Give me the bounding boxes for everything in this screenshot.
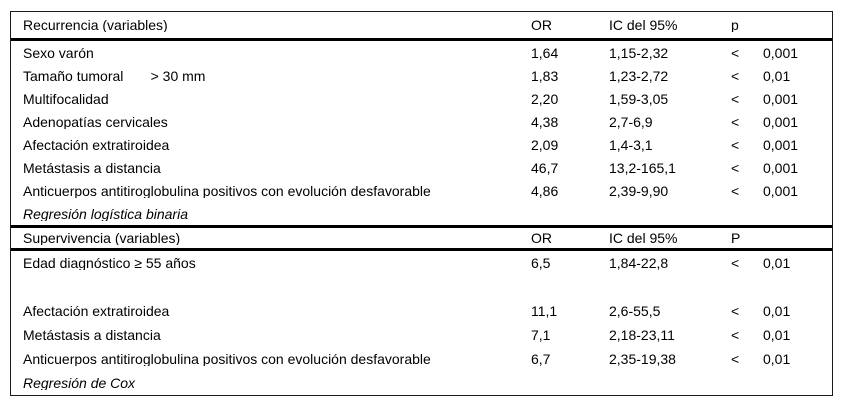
or-cell: 46,7 [531, 160, 559, 175]
column-header-or: OR [531, 231, 552, 245]
less-than-cell: < [731, 256, 740, 270]
or-cell: 7,1 [531, 328, 551, 342]
ci-cell: 1,59-3,05 [609, 91, 669, 106]
p-value-cell: 0,001 [763, 183, 799, 198]
less-than-cell: < [731, 68, 740, 83]
ci-cell: 13,2-165,1 [609, 160, 676, 175]
section-header-row: Supervivencia (variables) OR IC del 95% … [11, 225, 832, 251]
less-than-cell: < [731, 183, 740, 198]
or-cell: 4,38 [531, 114, 559, 129]
table-row: Adenopatías cervicales 4,38 2,7-6,9 < 0,… [11, 110, 832, 133]
table-row: Afectación extratiroidea 11,1 2,6-55,5 <… [11, 299, 832, 323]
row-label-cell: Afectación extratiroidea [23, 304, 170, 318]
ci-cell: 1,4-3,1 [609, 137, 653, 152]
less-than-cell: < [731, 304, 740, 318]
row-label-cell: Tamaño tumoral > 30 mm [23, 68, 206, 83]
or-cell: 6,7 [531, 352, 551, 366]
row-label-cell: Adenopatías cervicales [23, 114, 168, 129]
p-value-cell: 0,001 [763, 45, 799, 60]
column-header-ci: IC del 95% [609, 18, 678, 32]
table-row: Multifocalidad 2,20 1,59-3,05 < 0,001 [11, 87, 832, 110]
or-cell: 6,5 [531, 256, 551, 270]
row-label-cell: Sexo varón [23, 45, 94, 60]
less-than-cell: < [731, 114, 740, 129]
row-label-cell: Anticuerpos antitiroglobulina positivos … [23, 183, 431, 198]
p-value-cell: 0,001 [763, 137, 799, 152]
p-value-cell: 0,01 [763, 256, 791, 270]
table-row: Afectación extratiroidea 2,09 1,4-3,1 < … [11, 133, 832, 156]
or-cell: 1,64 [531, 45, 559, 60]
column-header-p: p [731, 18, 739, 32]
table-row: Tamaño tumoral > 30 mm 1,83 1,23-2,72 < … [11, 64, 832, 87]
or-cell: 2,09 [531, 137, 559, 152]
p-value-cell: 0,01 [763, 304, 791, 318]
ci-cell: 1,23-2,72 [609, 68, 669, 83]
less-than-cell: < [731, 137, 740, 152]
or-cell: 2,20 [531, 91, 559, 106]
method-footnote: Regresión de Cox [23, 376, 136, 390]
ci-cell: 2,18-23,11 [609, 328, 675, 342]
table-row: Metástasis a distancia 7,1 2,18-23,11 < … [11, 323, 832, 347]
method-footnote-row: Regresión de Cox [11, 371, 832, 395]
less-than-cell: < [731, 91, 740, 106]
table-row: Anticuerpos antitiroglobulina positivos … [11, 179, 832, 202]
row-label-cell: Metástasis a distancia [23, 328, 161, 342]
ci-cell: 2,35-19,38 [609, 352, 676, 366]
column-header-p: P [731, 231, 741, 245]
less-than-cell: < [731, 352, 740, 366]
survival-section: Supervivencia (variables) OR IC del 95% … [11, 225, 832, 395]
row-label-cell: Multifocalidad [23, 91, 109, 106]
method-footnote: Regresión logística binaria [23, 206, 188, 221]
p-value-cell: 0,001 [763, 91, 799, 106]
method-footnote-row: Regresión logística binaria [11, 202, 832, 225]
or-cell: 11,1 [531, 304, 558, 318]
ci-cell: 2,39-9,90 [609, 183, 669, 198]
p-value-cell: 0,001 [763, 160, 799, 175]
row-label-cell: Anticuerpos antitiroglobulina positivos … [23, 352, 431, 366]
less-than-cell: < [731, 45, 740, 60]
row-label-cell: Edad diagnóstico ≥ 55 años [23, 256, 196, 270]
or-cell: 4,86 [531, 183, 559, 198]
section-header-row: Recurrencia (variables) OR IC del 95% p [11, 12, 832, 41]
ci-cell: 1,15-2,32 [609, 45, 669, 60]
p-value-cell: 0,01 [763, 328, 791, 342]
column-header-ci: IC del 95% [609, 231, 678, 245]
regression-statistics-table: Recurrencia (variables) OR IC del 95% p … [10, 11, 833, 396]
less-than-cell: < [731, 160, 740, 175]
table-row: Metástasis a distancia 46,7 13,2-165,1 <… [11, 156, 832, 179]
less-than-cell: < [731, 328, 740, 342]
ci-cell: 2,7-6,9 [609, 114, 653, 129]
row-label-cell: Metástasis a distancia [23, 160, 161, 175]
row-label-cell: Afectación extratiroidea [23, 137, 170, 152]
ci-cell: 1,84-22,8 [609, 256, 669, 270]
ci-cell: 2,6-55,5 [609, 304, 661, 318]
column-header-variables: Supervivencia (variables) [23, 231, 181, 245]
table-row: Edad diagnóstico ≥ 55 años 6,5 1,84-22,8… [11, 251, 832, 275]
or-cell: 1,83 [531, 68, 559, 83]
p-value-cell: 0,01 [763, 68, 791, 83]
p-value-cell: 0,01 [763, 352, 791, 366]
table-row: Anticuerpos antitiroglobulina positivos … [11, 347, 832, 371]
table-row: Sexo varón 1,64 1,15-2,32 < 0,001 [11, 41, 832, 64]
table-row-blank [11, 275, 832, 299]
column-header-or: OR [531, 18, 552, 32]
recurrence-section: Recurrencia (variables) OR IC del 95% p … [11, 12, 832, 225]
p-value-cell: 0,001 [763, 114, 799, 129]
column-header-variables: Recurrencia (variables) [23, 18, 168, 32]
